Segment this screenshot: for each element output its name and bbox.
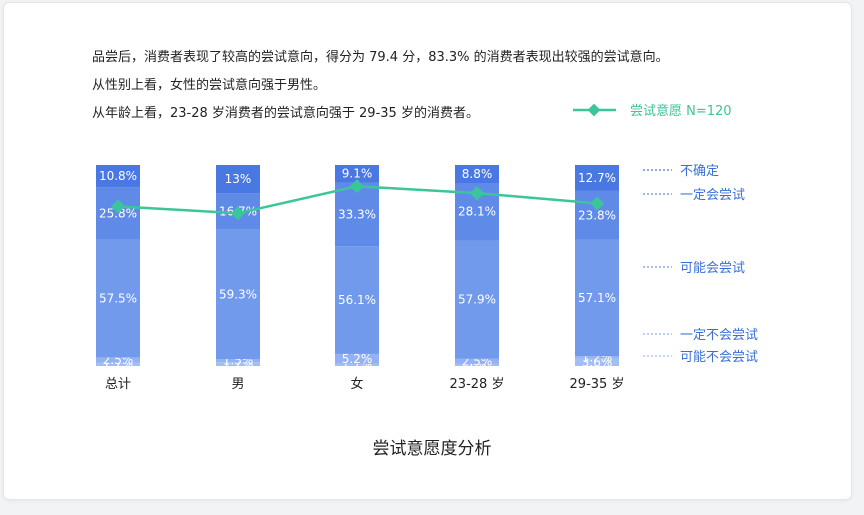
data-label: 3.6% — [582, 355, 613, 369]
data-label: 23.8% — [578, 208, 616, 222]
bar-segment — [96, 239, 140, 358]
bar-segment — [455, 363, 499, 366]
data-label: 57.1% — [578, 291, 616, 305]
x-tick-label: 23-28 岁 — [450, 377, 505, 392]
chart-title: 尝试意愿度分析 — [372, 439, 492, 459]
bar-segment — [455, 165, 499, 183]
bar-segment — [216, 229, 260, 360]
x-tick-label: 29-35 岁 — [570, 377, 625, 392]
bar-segment — [575, 165, 619, 191]
x-tick-label: 男 — [231, 377, 244, 392]
description-line-2: 从性别上看，女性的尝试意向强于男性。 — [92, 78, 327, 93]
legend-label: 一定不会尝试 — [680, 328, 758, 343]
data-label: 57.9% — [458, 293, 496, 307]
bar-segment — [455, 240, 499, 359]
bar-segment — [575, 239, 619, 357]
line-point — [469, 186, 485, 201]
data-label: 5.2% — [342, 352, 373, 366]
data-label: 10.8% — [99, 169, 137, 183]
data-label: 28.1% — [458, 205, 496, 219]
data-label: 13% — [225, 172, 252, 186]
bar-segment — [96, 357, 140, 363]
chart-card — [3, 2, 852, 500]
bar-segment — [335, 165, 379, 183]
x-tick-label: 总计 — [105, 377, 131, 392]
data-label: 59.3% — [219, 287, 257, 301]
legend-line-marker — [587, 103, 601, 117]
data-label: 8.8% — [462, 167, 493, 181]
x-tick-label: 女 — [350, 376, 363, 392]
legend-label: 不确定 — [680, 164, 719, 179]
line-point — [230, 206, 246, 221]
bar-segment — [216, 362, 260, 366]
legend-label: 可能不会尝试 — [680, 350, 758, 365]
description-line-1: 品尝后，消费者表现了较高的尝试意向，得分为 79.4 分，83.3% 的消费者表… — [92, 50, 669, 65]
bar-segment — [575, 358, 619, 366]
bar-segment — [335, 363, 379, 366]
bar-segment — [575, 356, 619, 359]
bar-segment — [96, 165, 140, 188]
bar-segment — [96, 362, 140, 366]
data-label: 57.5% — [99, 292, 137, 306]
legend-label: 可能会尝试 — [680, 261, 745, 276]
data-label: 33.3% — [338, 207, 376, 221]
line-point — [589, 196, 605, 211]
legend-line-label: 尝试意愿 N=120 — [630, 103, 732, 119]
data-label: 12.7% — [578, 171, 616, 185]
bar-segment — [216, 359, 260, 363]
bar-segment — [335, 353, 379, 364]
bar-segment — [335, 246, 379, 354]
bar-segment — [216, 165, 260, 194]
data-label: 56.1% — [338, 293, 376, 307]
legend-label: 一定会尝试 — [680, 188, 745, 203]
data-label: 9.1% — [342, 167, 373, 181]
line-point — [349, 179, 365, 194]
description-line-3: 从年龄上看，23-28 岁消费者的尝试意向强于 29-35 岁的消费者。 — [92, 106, 479, 121]
bar-segment — [455, 358, 499, 364]
